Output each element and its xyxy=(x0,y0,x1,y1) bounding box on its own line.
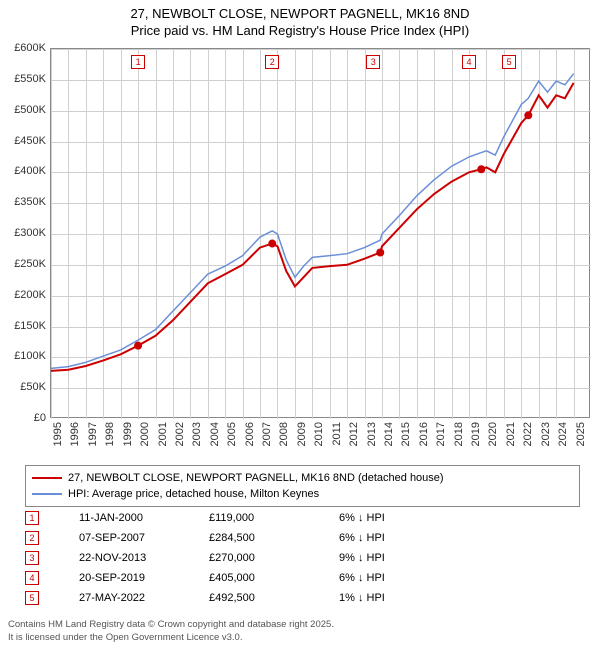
transaction-row: 2 07-SEP-2007£284,5006% ↓ HPI xyxy=(25,528,459,548)
transaction-price: £405,000 xyxy=(209,572,339,584)
legend-item-property: 27, NEWBOLT CLOSE, NEWPORT PAGNELL, MK16… xyxy=(32,470,573,486)
transaction-row: 1 11-JAN-2000£119,0006% ↓ HPI xyxy=(25,508,459,528)
transaction-date: 22-NOV-2013 xyxy=(79,552,209,564)
transaction-marker-icon: 5 xyxy=(25,591,39,605)
transaction-point-5 xyxy=(524,111,532,119)
transaction-hpi-delta: 1% ↓ HPI xyxy=(339,592,459,604)
marker-box-1: 1 xyxy=(131,55,145,69)
y-tick-label: £200K xyxy=(0,289,46,301)
x-tick-label: 2018 xyxy=(453,422,465,452)
legend-label-hpi: HPI: Average price, detached house, Milt… xyxy=(68,488,319,500)
chart-legend: 27, NEWBOLT CLOSE, NEWPORT PAGNELL, MK16… xyxy=(25,465,580,507)
series-line-property xyxy=(51,83,574,371)
chart-title: 27, NEWBOLT CLOSE, NEWPORT PAGNELL, MK16… xyxy=(0,0,600,40)
transaction-marker-icon: 1 xyxy=(25,511,39,525)
transaction-point-3 xyxy=(376,249,384,257)
transaction-marker-icon: 3 xyxy=(25,551,39,565)
x-tick-label: 2001 xyxy=(157,422,169,452)
chart-plot-area: 1 2 3 4 5 xyxy=(50,48,590,418)
marker-box-2: 2 xyxy=(265,55,279,69)
y-tick-label: £150K xyxy=(0,320,46,332)
transaction-price: £119,000 xyxy=(209,512,339,524)
y-tick-label: £550K xyxy=(0,73,46,85)
transaction-point-4 xyxy=(477,165,485,173)
y-tick-label: £50K xyxy=(0,381,46,393)
y-tick-label: £250K xyxy=(0,258,46,270)
transaction-point-1 xyxy=(134,342,142,350)
legend-item-hpi: HPI: Average price, detached house, Milt… xyxy=(32,486,573,502)
chart-svg xyxy=(51,49,591,419)
x-tick-label: 2025 xyxy=(575,422,587,452)
title-line-1: 27, NEWBOLT CLOSE, NEWPORT PAGNELL, MK16… xyxy=(0,6,600,23)
y-tick-label: £100K xyxy=(0,350,46,362)
x-tick-label: 2003 xyxy=(191,422,203,452)
transaction-hpi-delta: 6% ↓ HPI xyxy=(339,512,459,524)
marker-box-4: 4 xyxy=(462,55,476,69)
transaction-marker-icon: 2 xyxy=(25,531,39,545)
marker-box-5: 5 xyxy=(502,55,516,69)
x-tick-label: 1995 xyxy=(52,422,64,452)
legend-swatch-property xyxy=(32,477,62,479)
x-tick-label: 1997 xyxy=(87,422,99,452)
transaction-marker-icon: 4 xyxy=(25,571,39,585)
transaction-hpi-delta: 6% ↓ HPI xyxy=(339,532,459,544)
transaction-date: 11-JAN-2000 xyxy=(79,512,209,524)
x-tick-label: 2005 xyxy=(226,422,238,452)
footer-attribution: Contains HM Land Registry data © Crown c… xyxy=(8,619,334,644)
x-tick-label: 1999 xyxy=(122,422,134,452)
title-line-2: Price paid vs. HM Land Registry's House … xyxy=(0,23,600,40)
transaction-row: 5 27-MAY-2022£492,5001% ↓ HPI xyxy=(25,588,459,608)
x-tick-label: 2006 xyxy=(244,422,256,452)
x-tick-label: 2013 xyxy=(366,422,378,452)
legend-label-property: 27, NEWBOLT CLOSE, NEWPORT PAGNELL, MK16… xyxy=(68,472,444,484)
x-tick-label: 2019 xyxy=(470,422,482,452)
y-tick-label: £500K xyxy=(0,104,46,116)
x-tick-label: 2011 xyxy=(331,422,343,452)
marker-box-3: 3 xyxy=(366,55,380,69)
x-tick-label: 2008 xyxy=(278,422,290,452)
x-tick-label: 2014 xyxy=(383,422,395,452)
transaction-price: £492,500 xyxy=(209,592,339,604)
y-tick-label: £600K xyxy=(0,42,46,54)
x-tick-label: 2009 xyxy=(296,422,308,452)
chart-container: 27, NEWBOLT CLOSE, NEWPORT PAGNELL, MK16… xyxy=(0,0,600,650)
transaction-row: 4 20-SEP-2019£405,0006% ↓ HPI xyxy=(25,568,459,588)
x-tick-label: 2023 xyxy=(540,422,552,452)
transaction-hpi-delta: 6% ↓ HPI xyxy=(339,572,459,584)
footer-line-1: Contains HM Land Registry data © Crown c… xyxy=(8,619,334,631)
x-tick-label: 2017 xyxy=(435,422,447,452)
transaction-table: 111-JAN-2000£119,0006% ↓ HPI207-SEP-2007… xyxy=(25,508,459,608)
x-tick-label: 2022 xyxy=(522,422,534,452)
transaction-row: 3 22-NOV-2013£270,0009% ↓ HPI xyxy=(25,548,459,568)
x-tick-label: 2016 xyxy=(418,422,430,452)
x-tick-label: 1996 xyxy=(69,422,81,452)
y-tick-label: £300K xyxy=(0,227,46,239)
x-tick-label: 2000 xyxy=(139,422,151,452)
x-tick-label: 2024 xyxy=(557,422,569,452)
footer-line-2: It is licensed under the Open Government… xyxy=(8,632,334,644)
transaction-price: £270,000 xyxy=(209,552,339,564)
y-tick-label: £0 xyxy=(0,412,46,424)
transaction-price: £284,500 xyxy=(209,532,339,544)
transaction-point-2 xyxy=(268,240,276,248)
x-tick-label: 2021 xyxy=(505,422,517,452)
series-line-hpi xyxy=(51,74,574,369)
x-tick-label: 2015 xyxy=(400,422,412,452)
x-tick-label: 1998 xyxy=(104,422,116,452)
y-tick-label: £350K xyxy=(0,196,46,208)
y-tick-label: £400K xyxy=(0,165,46,177)
x-tick-label: 2020 xyxy=(487,422,499,452)
y-tick-label: £450K xyxy=(0,135,46,147)
transaction-date: 07-SEP-2007 xyxy=(79,532,209,544)
x-tick-label: 2010 xyxy=(313,422,325,452)
x-tick-label: 2002 xyxy=(174,422,186,452)
x-tick-label: 2007 xyxy=(261,422,273,452)
x-tick-label: 2012 xyxy=(348,422,360,452)
x-tick-label: 2004 xyxy=(209,422,221,452)
transaction-hpi-delta: 9% ↓ HPI xyxy=(339,552,459,564)
transaction-date: 27-MAY-2022 xyxy=(79,592,209,604)
legend-swatch-hpi xyxy=(32,493,62,495)
transaction-date: 20-SEP-2019 xyxy=(79,572,209,584)
